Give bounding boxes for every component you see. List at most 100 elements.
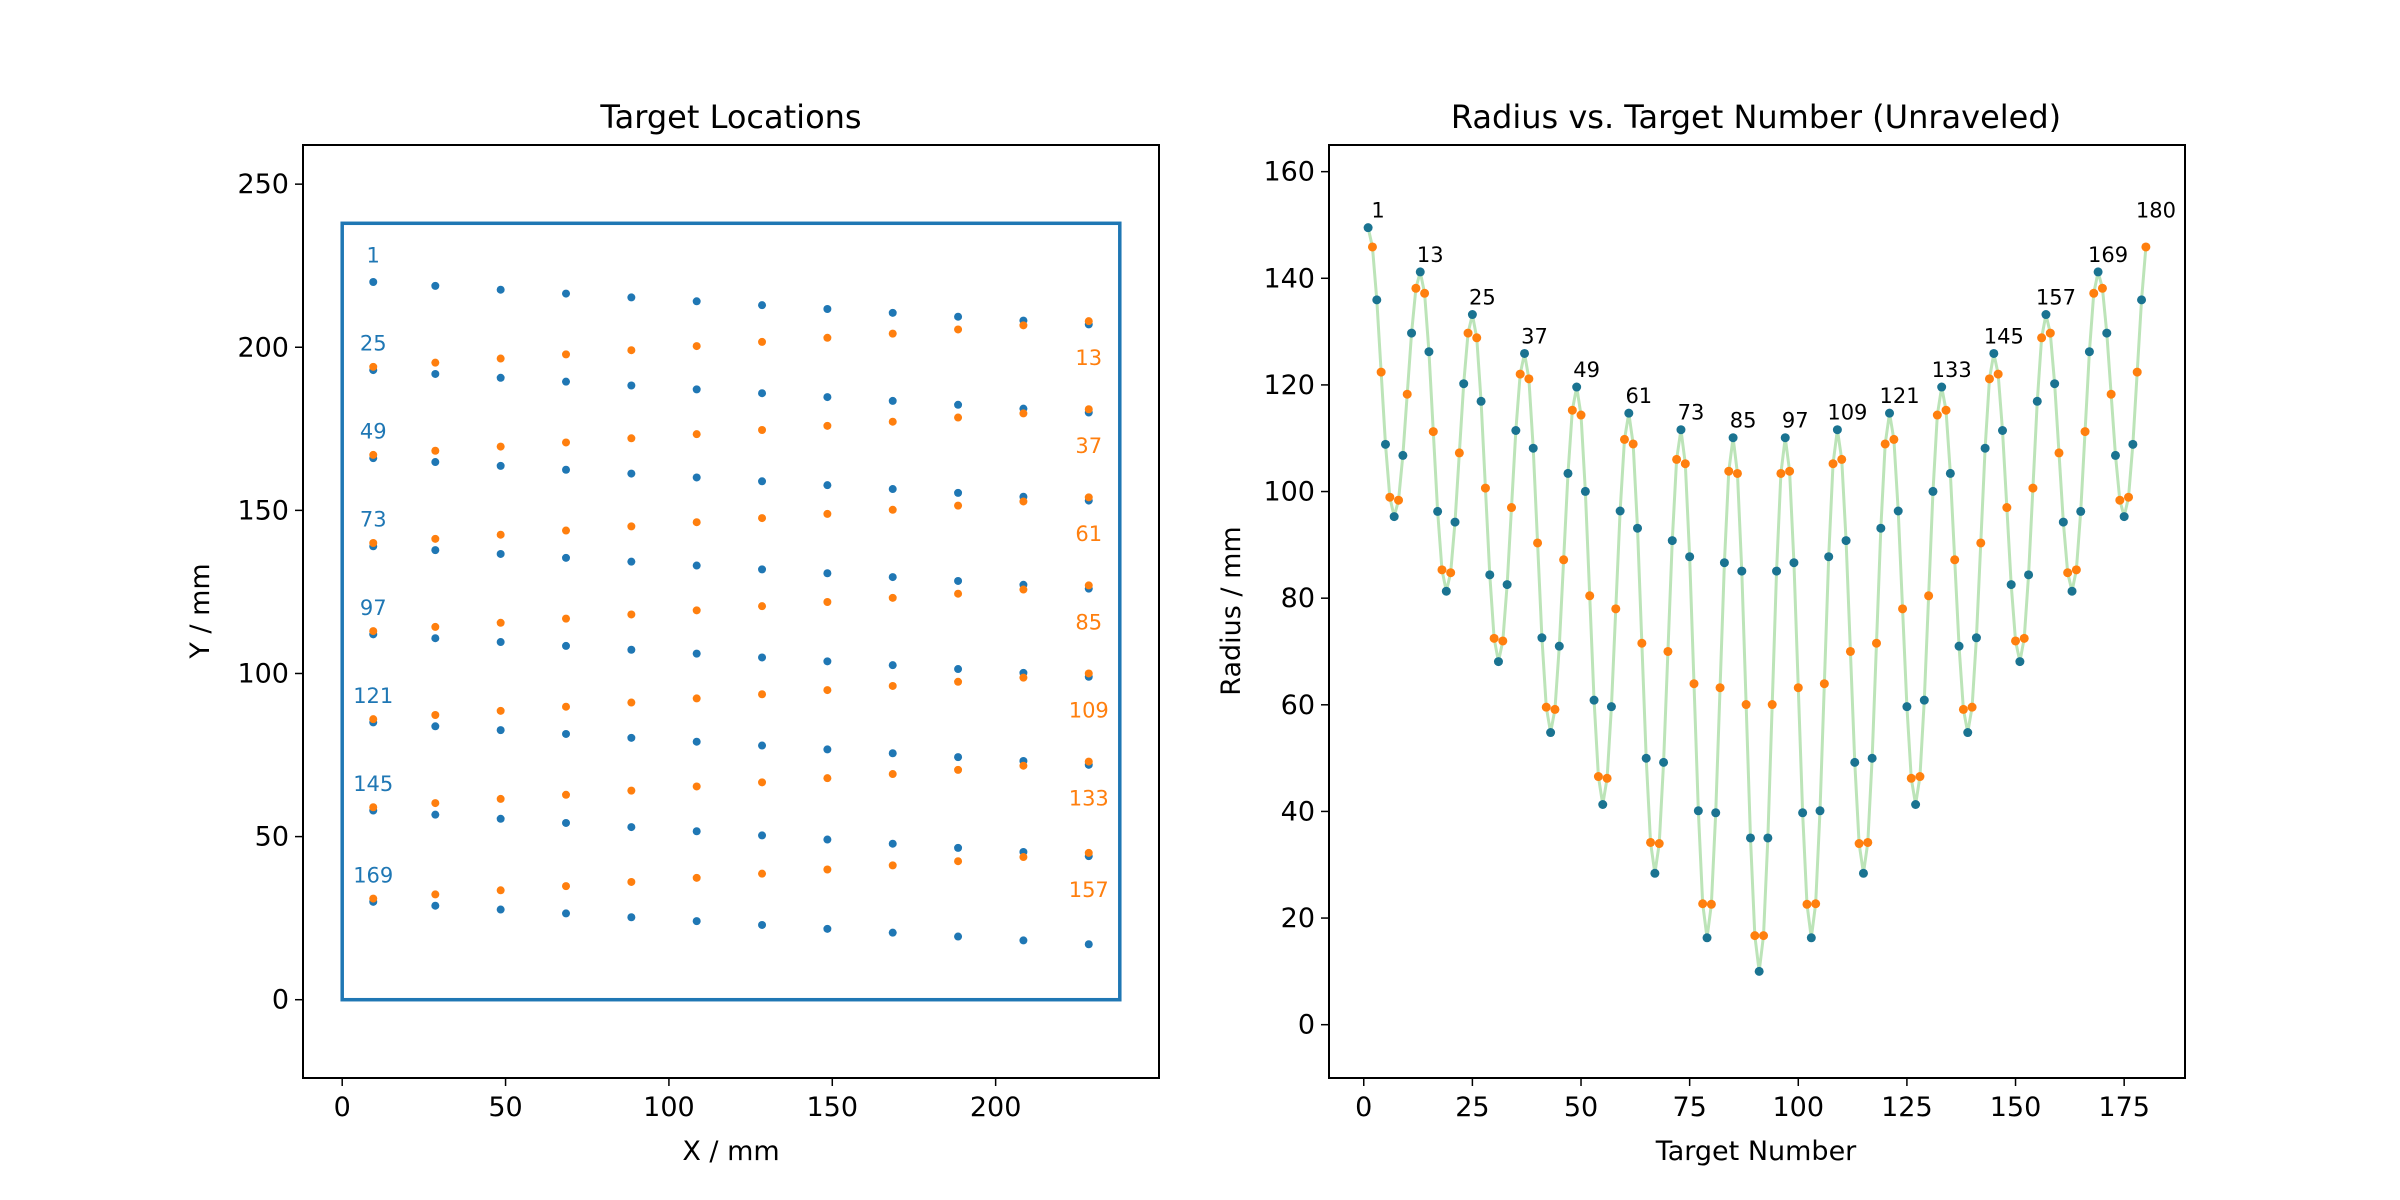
- right-y-tick-label: 60: [1281, 690, 1315, 721]
- target-point-blue: [888, 485, 897, 494]
- radius-point: [1559, 555, 1569, 565]
- target-point-blue: [823, 569, 832, 578]
- radius-point: [2050, 379, 2060, 389]
- target-point-orange: [1084, 405, 1093, 414]
- radius-point: [1528, 443, 1538, 453]
- target-point-orange: [1084, 581, 1093, 590]
- radius-point: [1789, 558, 1799, 568]
- radius-point: [1585, 591, 1595, 601]
- radius-point: [1693, 806, 1703, 816]
- radius-point: [2093, 267, 2103, 277]
- radius-point: [1841, 536, 1851, 546]
- radius-point: [2132, 367, 2142, 377]
- target-point-orange: [1019, 497, 1028, 506]
- radius-point: [1680, 459, 1690, 469]
- radius-point: [2063, 568, 2073, 578]
- target-point-blue: [954, 400, 963, 409]
- radius-point: [1628, 439, 1638, 449]
- radius-point: [2089, 288, 2099, 298]
- target-point-blue: [627, 557, 636, 566]
- radius-point: [1958, 704, 1968, 714]
- radius-point: [2024, 570, 2034, 580]
- left-chart-title: Target Locations: [599, 98, 861, 136]
- radius-point: [2119, 512, 2129, 522]
- left-y-tick-label: 200: [237, 332, 289, 363]
- target-point-orange: [562, 614, 571, 623]
- radius-point: [1954, 641, 1964, 651]
- target-point-blue: [888, 396, 897, 405]
- right-axes-frame: [1328, 144, 2186, 1079]
- target-number-label: 121: [1879, 384, 1919, 408]
- right-y-tick-label: 100: [1263, 477, 1315, 508]
- target-point-orange: [496, 794, 505, 803]
- radius-point: [2071, 565, 2081, 575]
- radius-point: [2080, 427, 2090, 437]
- boundary-rectangle: [340, 221, 1122, 1002]
- target-point-blue: [888, 573, 897, 582]
- radius-point: [1698, 899, 1708, 909]
- radius-point: [1854, 839, 1864, 849]
- radius-point: [1606, 702, 1616, 712]
- left-y-tick-label: 50: [255, 822, 289, 853]
- radius-point: [1493, 657, 1503, 667]
- right-x-axis-label: Target Number: [1655, 1136, 1857, 1167]
- target-point-orange: [1084, 669, 1093, 678]
- radius-point: [1593, 772, 1603, 782]
- target-point-blue: [627, 913, 636, 922]
- radius-point: [1941, 405, 1951, 415]
- right-y-tick-label: 120: [1263, 370, 1315, 401]
- target-point-orange: [431, 358, 440, 367]
- radius-point: [1737, 566, 1747, 576]
- target-point-blue: [758, 301, 767, 310]
- target-point-orange: [627, 522, 636, 531]
- target-point-blue: [758, 653, 767, 662]
- radius-point: [1472, 333, 1482, 343]
- radius-point: [1776, 468, 1786, 478]
- radius-point: [2102, 328, 2112, 338]
- radius-point: [1711, 808, 1721, 818]
- radius-line: [1366, 227, 2148, 972]
- radius-point: [1372, 295, 1382, 305]
- right-x-tick-label: 175: [2098, 1092, 2150, 1123]
- target-point-orange: [496, 354, 505, 363]
- right-y-ticks: 0 20 40 60 80 100 120 140 160: [1263, 157, 1329, 1041]
- target-point-orange: [562, 526, 571, 535]
- target-point-blue: [627, 469, 636, 478]
- radius-point: [1876, 523, 1886, 533]
- target-point-blue: [562, 641, 571, 650]
- radius-point: [1880, 439, 1890, 449]
- radius-point: [2028, 483, 2038, 493]
- radius-point: [2041, 310, 2051, 320]
- radius-point: [1971, 633, 1981, 643]
- target-label-blue: 121: [353, 684, 393, 708]
- radius-point: [1637, 638, 1647, 648]
- radius-point: [1567, 405, 1577, 415]
- left-x-tick-label: 100: [643, 1092, 695, 1123]
- radius-point: [1602, 773, 1612, 783]
- radius-point: [1533, 538, 1543, 548]
- target-point-blue: [496, 461, 505, 470]
- target-point-blue: [758, 565, 767, 574]
- target-point-blue: [954, 753, 963, 762]
- right-x-tick-label: 100: [1773, 1092, 1825, 1123]
- target-point-orange: [823, 421, 832, 430]
- target-number-label: 1: [1371, 199, 1384, 223]
- target-point-orange: [888, 593, 897, 602]
- radius-point: [1811, 899, 1821, 909]
- radius-point: [1446, 568, 1456, 578]
- radius-point: [1858, 868, 1868, 878]
- radius-point: [1459, 379, 1469, 389]
- radius-point: [1563, 468, 1573, 478]
- target-point-orange: [431, 446, 440, 455]
- right-y-tick-label: 80: [1281, 583, 1315, 614]
- target-point-blue: [431, 810, 440, 819]
- radius-point: [1615, 506, 1625, 516]
- radius-point: [1433, 506, 1443, 516]
- radius-point: [1950, 555, 1960, 565]
- radius-point: [1367, 242, 1377, 252]
- target-point-blue: [431, 369, 440, 378]
- target-point-orange: [954, 857, 963, 866]
- radius-point: [1719, 558, 1729, 568]
- radius-point: [2054, 448, 2064, 458]
- radius-point: [1915, 772, 1925, 782]
